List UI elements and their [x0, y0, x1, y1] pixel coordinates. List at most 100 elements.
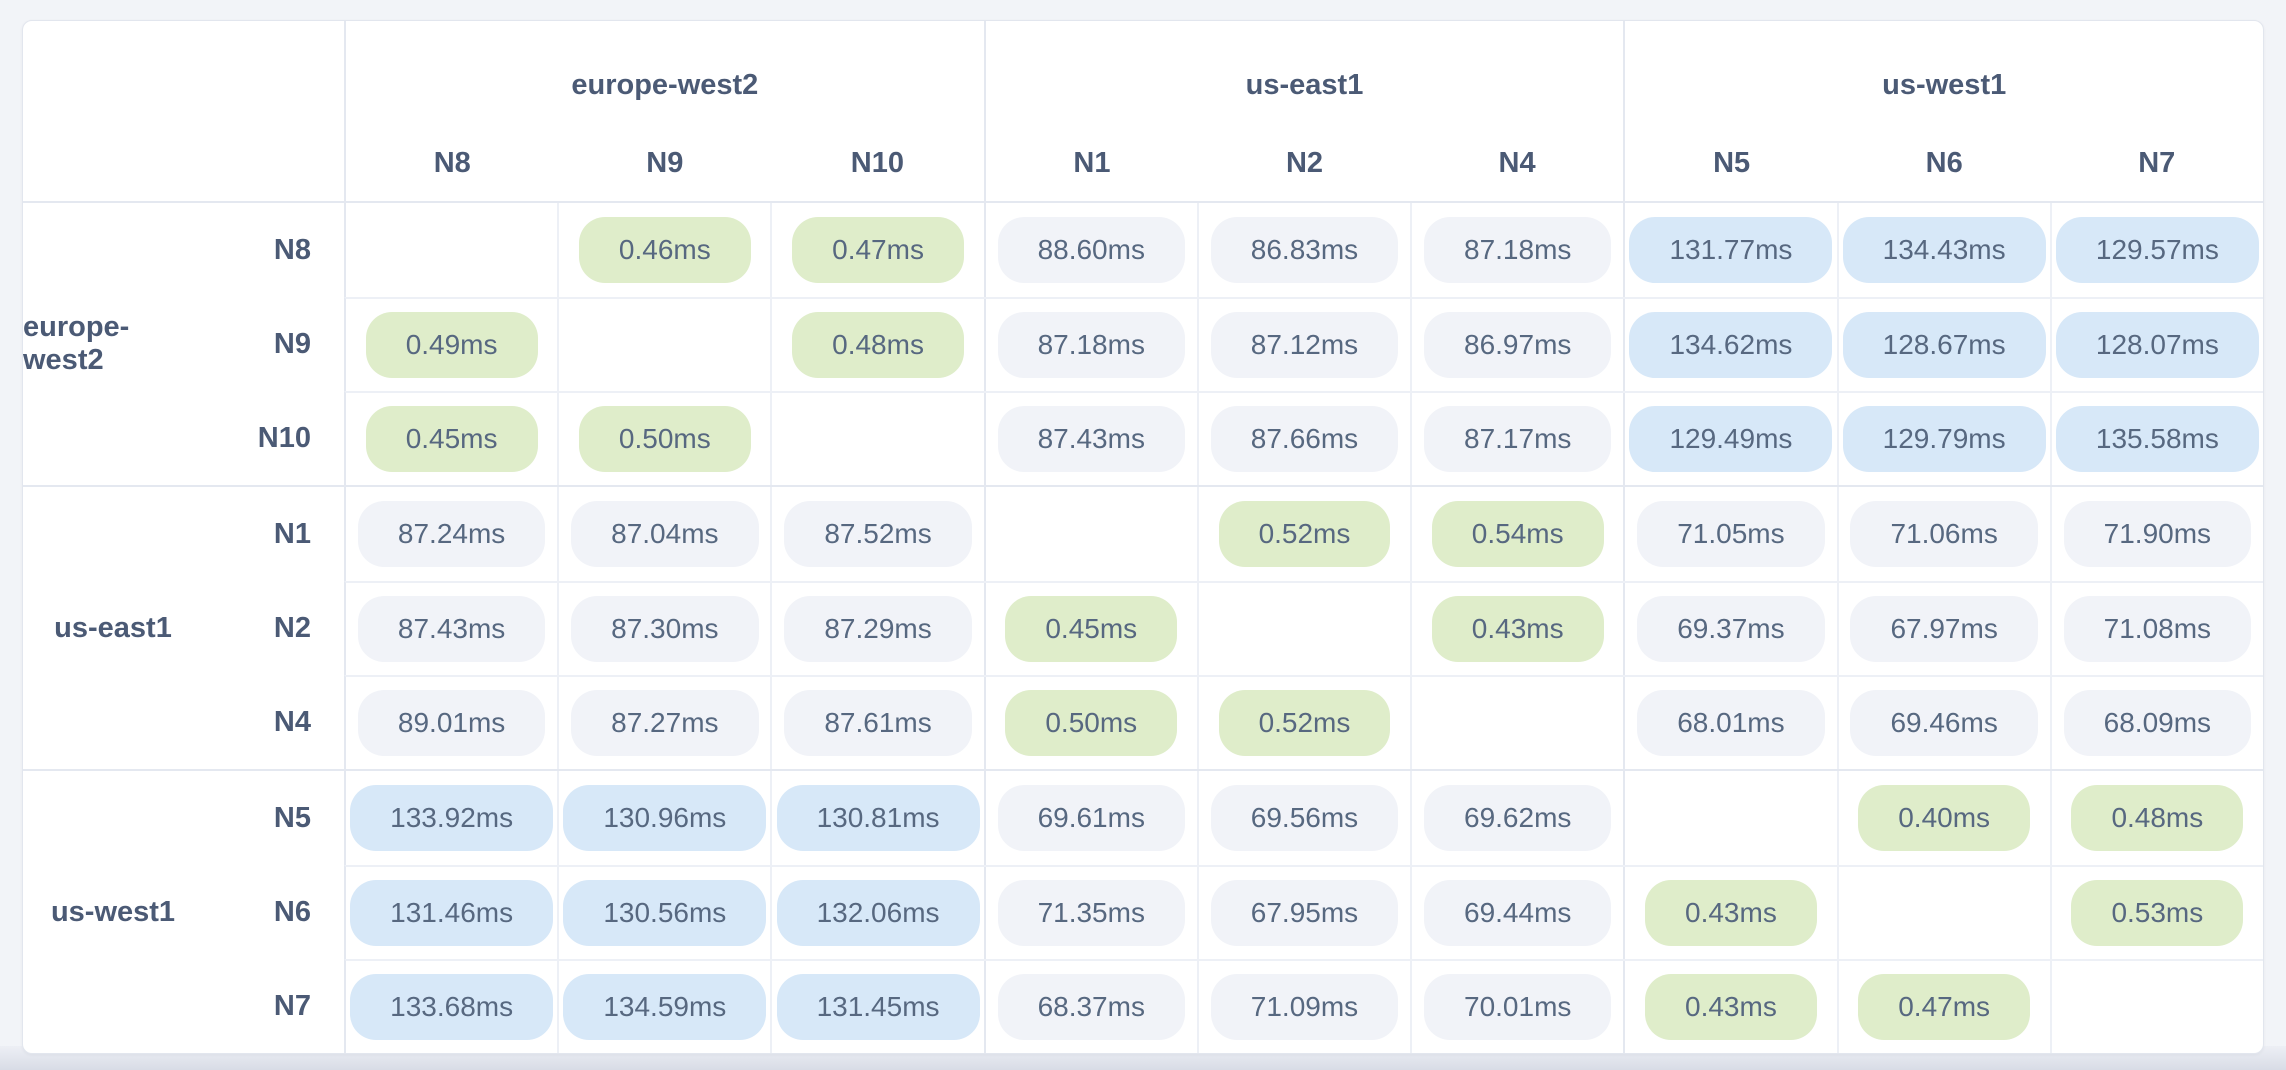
latency-value-pill[interactable]: 0.53ms — [2071, 880, 2244, 946]
latency-value-pill[interactable]: 130.96ms — [563, 785, 767, 851]
matrix-cell: 69.37ms — [1623, 583, 1836, 675]
latency-value-pill[interactable]: 69.37ms — [1637, 596, 1825, 662]
matrix-cell: 87.27ms — [557, 677, 770, 769]
row-node-label-N5: N5 — [273, 801, 311, 834]
matrix-cell: 68.01ms — [1623, 677, 1836, 769]
latency-value-pill[interactable]: 68.01ms — [1637, 690, 1825, 756]
latency-value-pill[interactable]: 0.43ms — [1645, 880, 1817, 946]
latency-value-pill[interactable]: 71.06ms — [1850, 501, 2038, 567]
latency-value-pill[interactable]: 0.50ms — [1005, 690, 1178, 756]
latency-value-pill[interactable]: 0.52ms — [1218, 501, 1391, 567]
latency-value-pill[interactable]: 0.45ms — [1005, 596, 1178, 662]
row-cells: 0.46ms 0.47ms 88.60ms 86.83ms 87.18ms 131.77m… — [344, 203, 2263, 297]
latency-value-pill[interactable]: 87.29ms — [784, 596, 972, 662]
latency-value-pill[interactable]: 69.62ms — [1424, 785, 1612, 851]
latency-value-pill[interactable]: 87.43ms — [357, 596, 546, 662]
latency-value-pill[interactable]: 87.43ms — [997, 406, 1185, 472]
latency-value-pill[interactable]: 67.97ms — [1850, 596, 2038, 662]
latency-value-pill[interactable]: 87.61ms — [784, 690, 972, 756]
latency-value-pill[interactable]: 0.45ms — [365, 406, 538, 472]
latency-value-pill[interactable]: 0.48ms — [2071, 785, 2244, 851]
latency-value-pill[interactable]: 87.66ms — [1210, 406, 1399, 472]
latency-value-pill[interactable]: 86.83ms — [1210, 217, 1399, 283]
matrix-cell: 69.62ms — [1410, 771, 1623, 865]
latency-value-pill[interactable]: 130.81ms — [776, 785, 980, 851]
latency-value-pill[interactable]: 128.07ms — [2055, 312, 2259, 378]
latency-value-pill[interactable]: 87.27ms — [571, 690, 759, 756]
latency-value-pill[interactable]: 0.49ms — [365, 312, 538, 378]
matrix-cell: 0.48ms — [770, 299, 983, 391]
matrix-cell — [346, 203, 557, 297]
latency-value-pill[interactable]: 131.77ms — [1629, 217, 1833, 283]
row-cells: 131.46ms 130.56ms 132.06ms 71.35ms 67.95ms 69… — [344, 865, 2263, 959]
latency-value-pill[interactable]: 71.08ms — [2063, 596, 2252, 662]
latency-value-pill[interactable]: 131.46ms — [350, 880, 554, 946]
latency-value-pill[interactable]: 0.54ms — [1431, 501, 1604, 567]
latency-value-pill[interactable]: 0.46ms — [578, 217, 751, 283]
latency-value-pill[interactable]: 0.48ms — [792, 312, 964, 378]
latency-value-pill[interactable]: 0.52ms — [1218, 690, 1391, 756]
latency-value-pill[interactable]: 134.62ms — [1629, 312, 1833, 378]
table-row: N2 87.43ms 87.30ms 87.29ms 0.45ms 0.43ms 69.37… — [203, 581, 2263, 675]
latency-value-pill[interactable]: 67.95ms — [1210, 880, 1399, 946]
matrix-cell: 70.01ms — [1410, 961, 1623, 1053]
latency-value-pill[interactable]: 87.52ms — [784, 501, 972, 567]
matrix-cell: 0.46ms — [557, 203, 770, 297]
table-row: N10 0.45ms 0.50ms 87.43ms 87.66ms 87.17ms 129.… — [203, 391, 2263, 485]
latency-matrix-card: europe-west2 N8 N9 N10 us-east1 N1 N2 N4 us-west… — [22, 20, 2264, 1054]
latency-value-pill[interactable]: 128.67ms — [1842, 312, 2046, 378]
latency-value-pill[interactable]: 68.37ms — [997, 974, 1185, 1040]
matrix-cell: 0.52ms — [1196, 487, 1410, 581]
latency-value-pill[interactable]: 70.01ms — [1424, 974, 1612, 1040]
latency-value-pill[interactable]: 0.40ms — [1858, 785, 2031, 851]
latency-value-pill[interactable]: 87.12ms — [1210, 312, 1399, 378]
latency-value-pill[interactable]: 133.92ms — [350, 785, 554, 851]
latency-value-pill[interactable]: 69.46ms — [1850, 690, 2038, 756]
column-group-us-east1: us-east1 N1 N2 N4 — [983, 21, 1624, 201]
matrix-cell: 68.09ms — [2049, 677, 2263, 769]
latency-value-pill[interactable]: 0.43ms — [1431, 596, 1604, 662]
latency-value-pill[interactable]: 87.18ms — [997, 312, 1185, 378]
latency-value-pill[interactable]: 68.09ms — [2063, 690, 2252, 756]
matrix-cell — [1623, 771, 1836, 865]
latency-value-pill[interactable]: 86.97ms — [1424, 312, 1612, 378]
latency-value-pill[interactable]: 71.05ms — [1637, 501, 1825, 567]
latency-value-pill[interactable]: 129.49ms — [1629, 406, 1833, 472]
latency-value-pill[interactable]: 129.79ms — [1842, 406, 2046, 472]
latency-value-pill[interactable]: 87.17ms — [1424, 406, 1612, 472]
latency-value-pill[interactable]: 71.09ms — [1210, 974, 1399, 1040]
matrix-cell: 0.52ms — [1196, 677, 1410, 769]
latency-value-pill[interactable]: 71.90ms — [2063, 501, 2252, 567]
latency-value-pill[interactable]: 134.59ms — [563, 974, 767, 1040]
matrix-cell: 0.47ms — [770, 203, 983, 297]
latency-value-pill[interactable]: 0.50ms — [578, 406, 751, 472]
latency-value-pill[interactable]: 87.24ms — [357, 501, 546, 567]
column-region-label: europe-west2 — [571, 68, 759, 101]
matrix-cell: 87.04ms — [557, 487, 770, 581]
latency-value-pill[interactable]: 69.44ms — [1424, 880, 1612, 946]
latency-value-pill[interactable]: 132.06ms — [776, 880, 980, 946]
latency-value-pill[interactable]: 0.47ms — [1858, 974, 2031, 1040]
column-node-label-N10: N10 — [850, 146, 904, 179]
latency-value-pill[interactable]: 87.18ms — [1424, 217, 1612, 283]
latency-value-pill[interactable]: 71.35ms — [997, 880, 1185, 946]
latency-value-pill[interactable]: 0.47ms — [792, 217, 964, 283]
matrix-cell — [1410, 677, 1623, 769]
matrix-cell: 69.46ms — [1836, 677, 2050, 769]
matrix-cell: 0.53ms — [2049, 867, 2263, 959]
latency-value-pill[interactable]: 69.61ms — [997, 785, 1185, 851]
latency-value-pill[interactable]: 0.43ms — [1645, 974, 1817, 1040]
latency-value-pill[interactable]: 131.45ms — [776, 974, 980, 1040]
latency-value-pill[interactable]: 87.30ms — [571, 596, 759, 662]
row-group-europe-west2: europe-west2 N8 0.46ms 0.47ms 88.60ms 86.83ms… — [23, 203, 2263, 485]
matrix-cell: 134.59ms — [557, 961, 770, 1053]
latency-value-pill[interactable]: 133.68ms — [350, 974, 554, 1040]
latency-value-pill[interactable]: 87.04ms — [571, 501, 759, 567]
latency-value-pill[interactable]: 129.57ms — [2055, 217, 2259, 283]
latency-value-pill[interactable]: 134.43ms — [1842, 217, 2046, 283]
latency-value-pill[interactable]: 88.60ms — [997, 217, 1185, 283]
latency-value-pill[interactable]: 89.01ms — [357, 690, 546, 756]
latency-value-pill[interactable]: 69.56ms — [1210, 785, 1399, 851]
latency-value-pill[interactable]: 135.58ms — [2055, 406, 2259, 472]
latency-value-pill[interactable]: 130.56ms — [563, 880, 767, 946]
